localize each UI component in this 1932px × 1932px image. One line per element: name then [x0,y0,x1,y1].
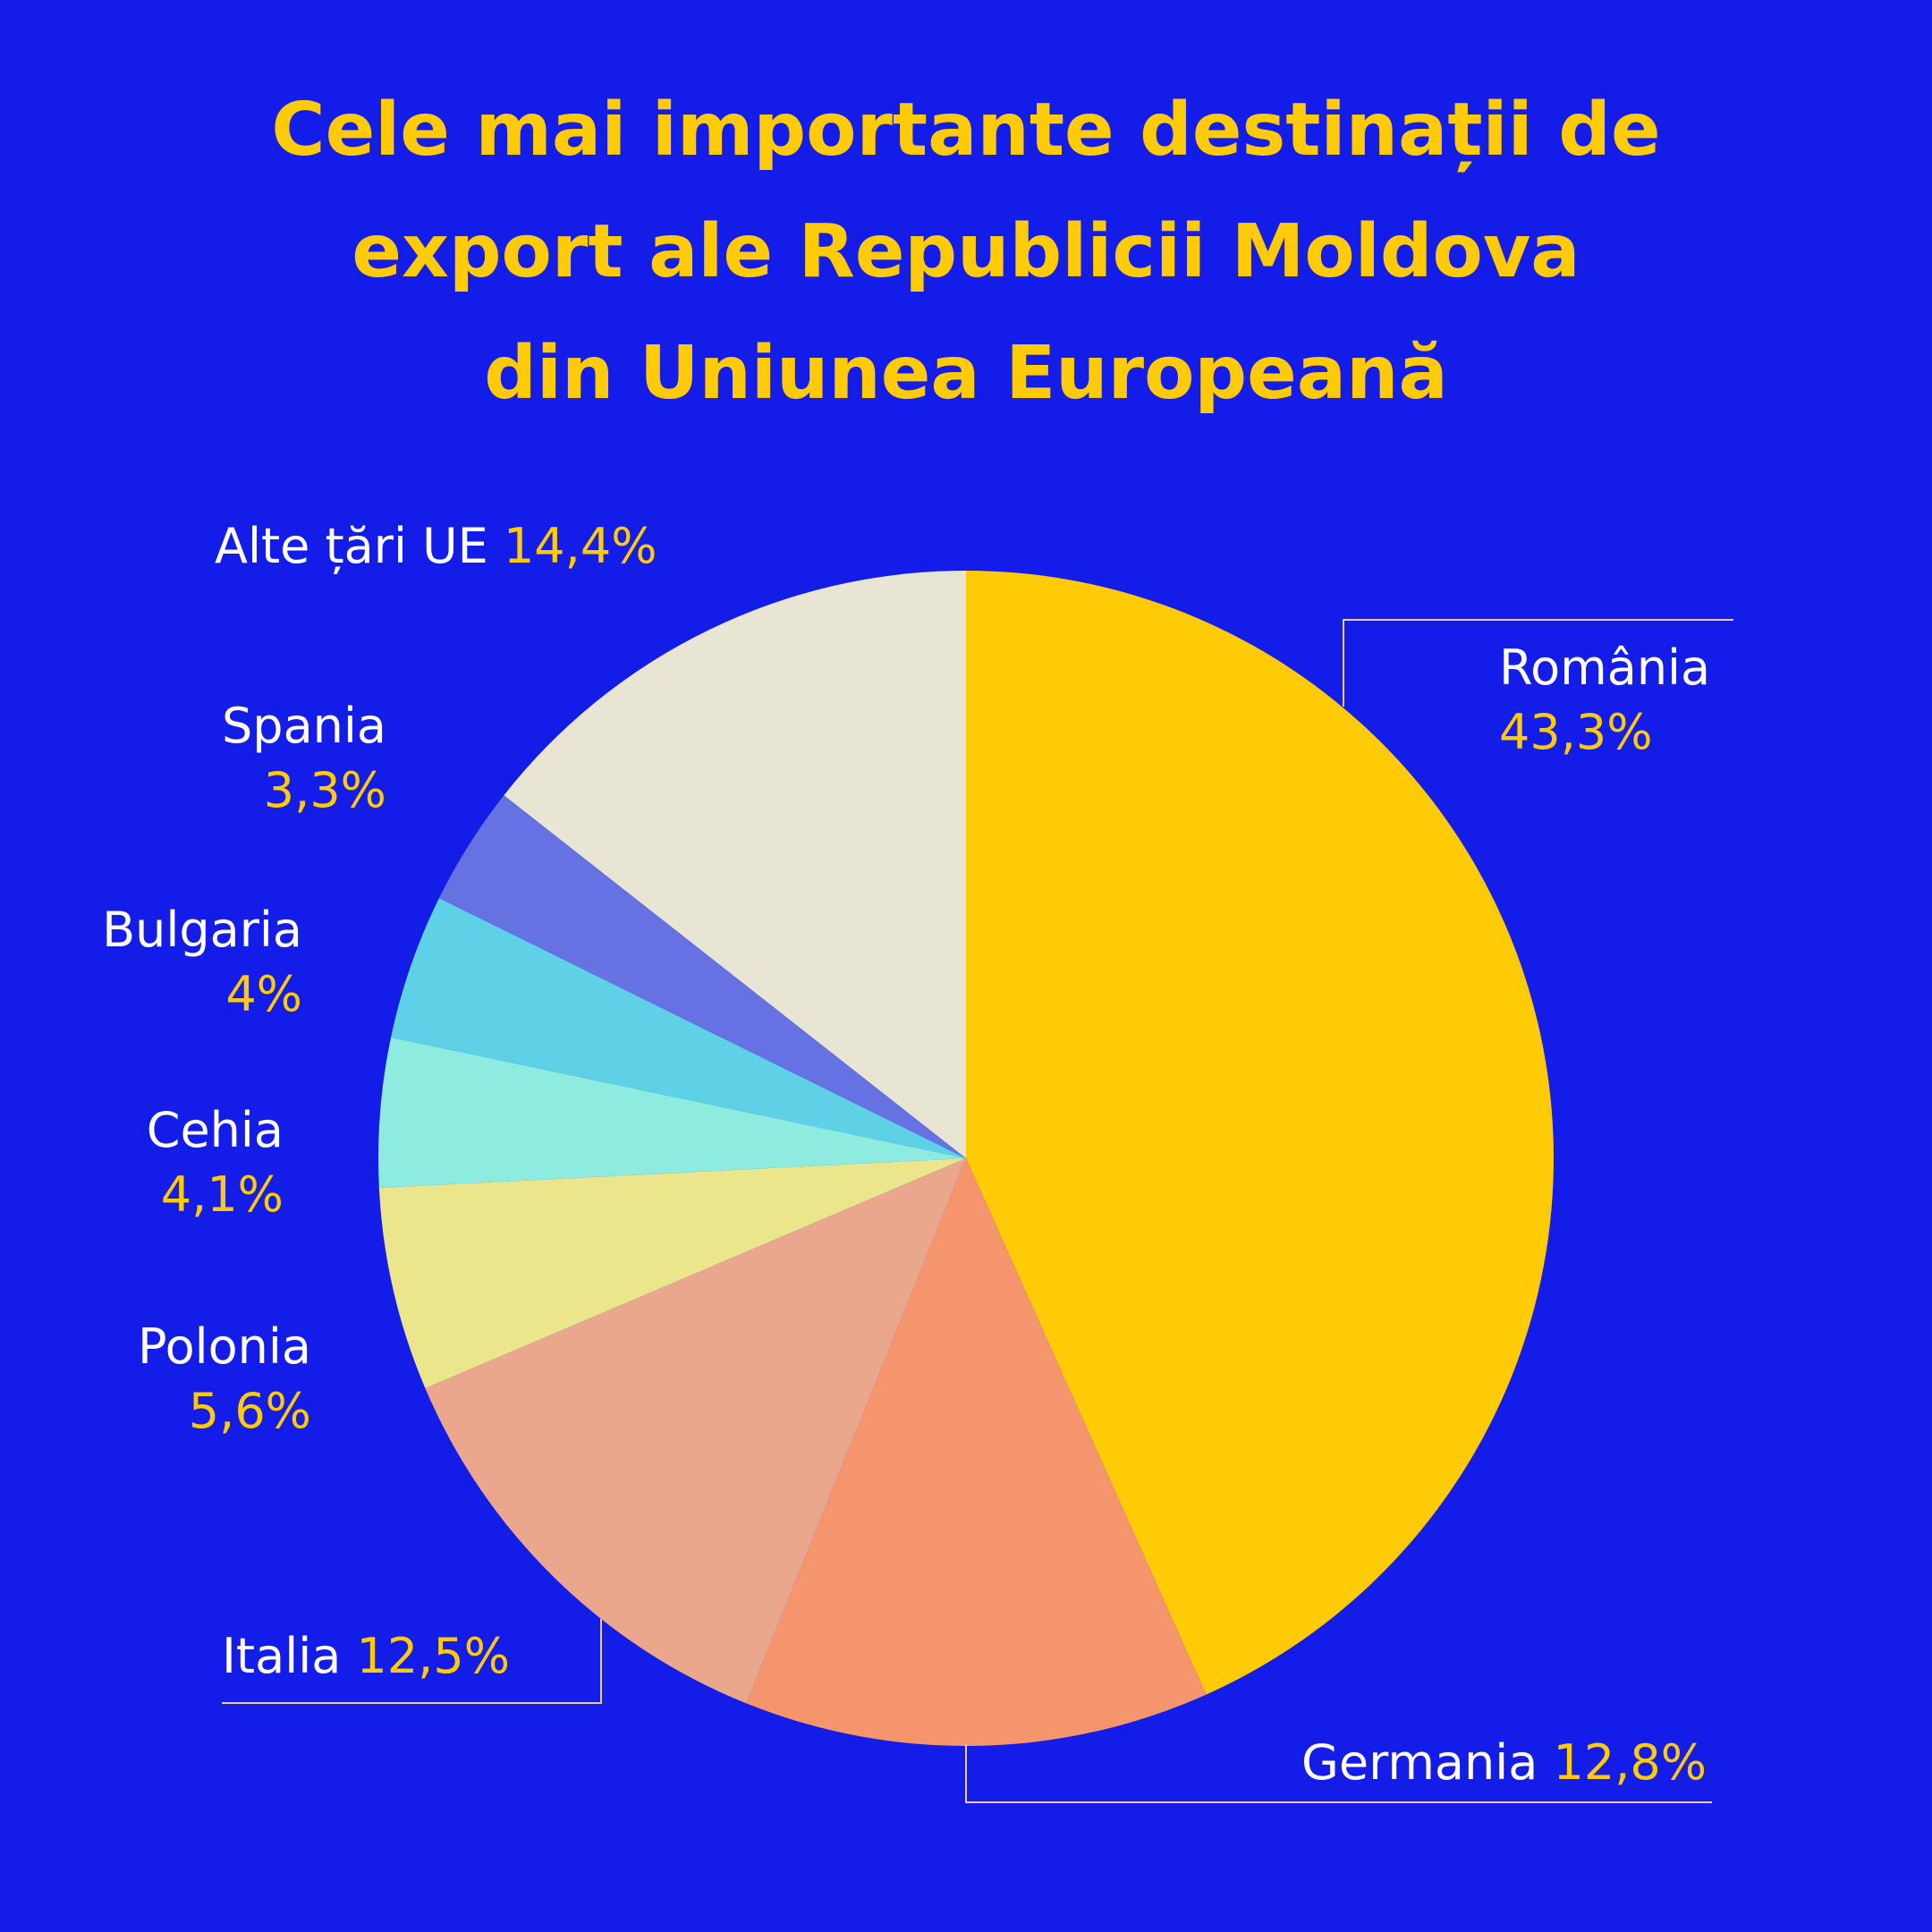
pie-slices [377,571,1555,1746]
title-line-2: export ale Republicii Moldova [352,209,1580,294]
pie-slice-germania [746,1158,1207,1746]
slice-value-bulgaria: 4% [225,966,302,1022]
slice-label-bulgaria: Bulgaria 4% [102,898,302,1027]
slice-value-spania: 3,3% [263,762,386,818]
title-line-3: din Uniunea Europeană [484,331,1448,416]
pie-slice-cehia [377,1037,967,1189]
slice-label-italia: Italia 12,5% [222,1624,510,1689]
title-line-1: Cele mai importante destinații de [271,88,1661,173]
slice-value-romania: 43,3% [1499,704,1653,760]
leader-lines [222,619,1733,1803]
slice-value-germania: 12,8% [1553,1734,1707,1791]
slice-name-polonia: Polonia [137,1318,311,1375]
slice-value-alte-tari-ue: 14,4% [503,518,657,574]
pie-slice-spania [438,795,966,1158]
slice-name-spania: Spania [222,698,386,754]
pie-slice-romania [966,571,1555,1695]
slice-name-cehia: Cehia [146,1102,284,1158]
slice-label-germania: Germania 12,8% [1301,1731,1707,1795]
slice-name-italia: Italia [222,1628,342,1684]
chart-title: Cele mai importante destinații de export… [0,70,1932,435]
pie-slice-italia [425,1158,966,1704]
pie-slice-bulgaria [391,898,966,1158]
slice-value-italia: 12,5% [356,1628,511,1684]
slice-label-spania: Spania 3,3% [222,694,386,823]
leader-line-italia [222,1619,602,1704]
pie-slice-alte-tari-ue [504,571,966,1158]
slice-name-germania: Germania [1301,1734,1538,1791]
slice-label-polonia: Polonia 5,6% [138,1315,311,1444]
slice-name-alte-tari-ue: Alte țări UE [215,518,488,574]
slice-name-bulgaria: Bulgaria [102,902,302,958]
slice-label-alte-tari-ue: Alte țări UE 14,4% [215,514,657,579]
pie-slice-polonia [378,1158,967,1389]
slice-value-polonia: 5,6% [188,1383,311,1439]
leader-line-germania [965,1744,1712,1803]
slice-name-romania: România [1499,640,1711,696]
slice-value-cehia: 4,1% [160,1166,284,1223]
slice-label-cehia: Cehia 4,1% [147,1098,284,1227]
leader-line-romania [1343,619,1733,707]
slice-label-romania: România 43,3% [1499,636,1710,765]
